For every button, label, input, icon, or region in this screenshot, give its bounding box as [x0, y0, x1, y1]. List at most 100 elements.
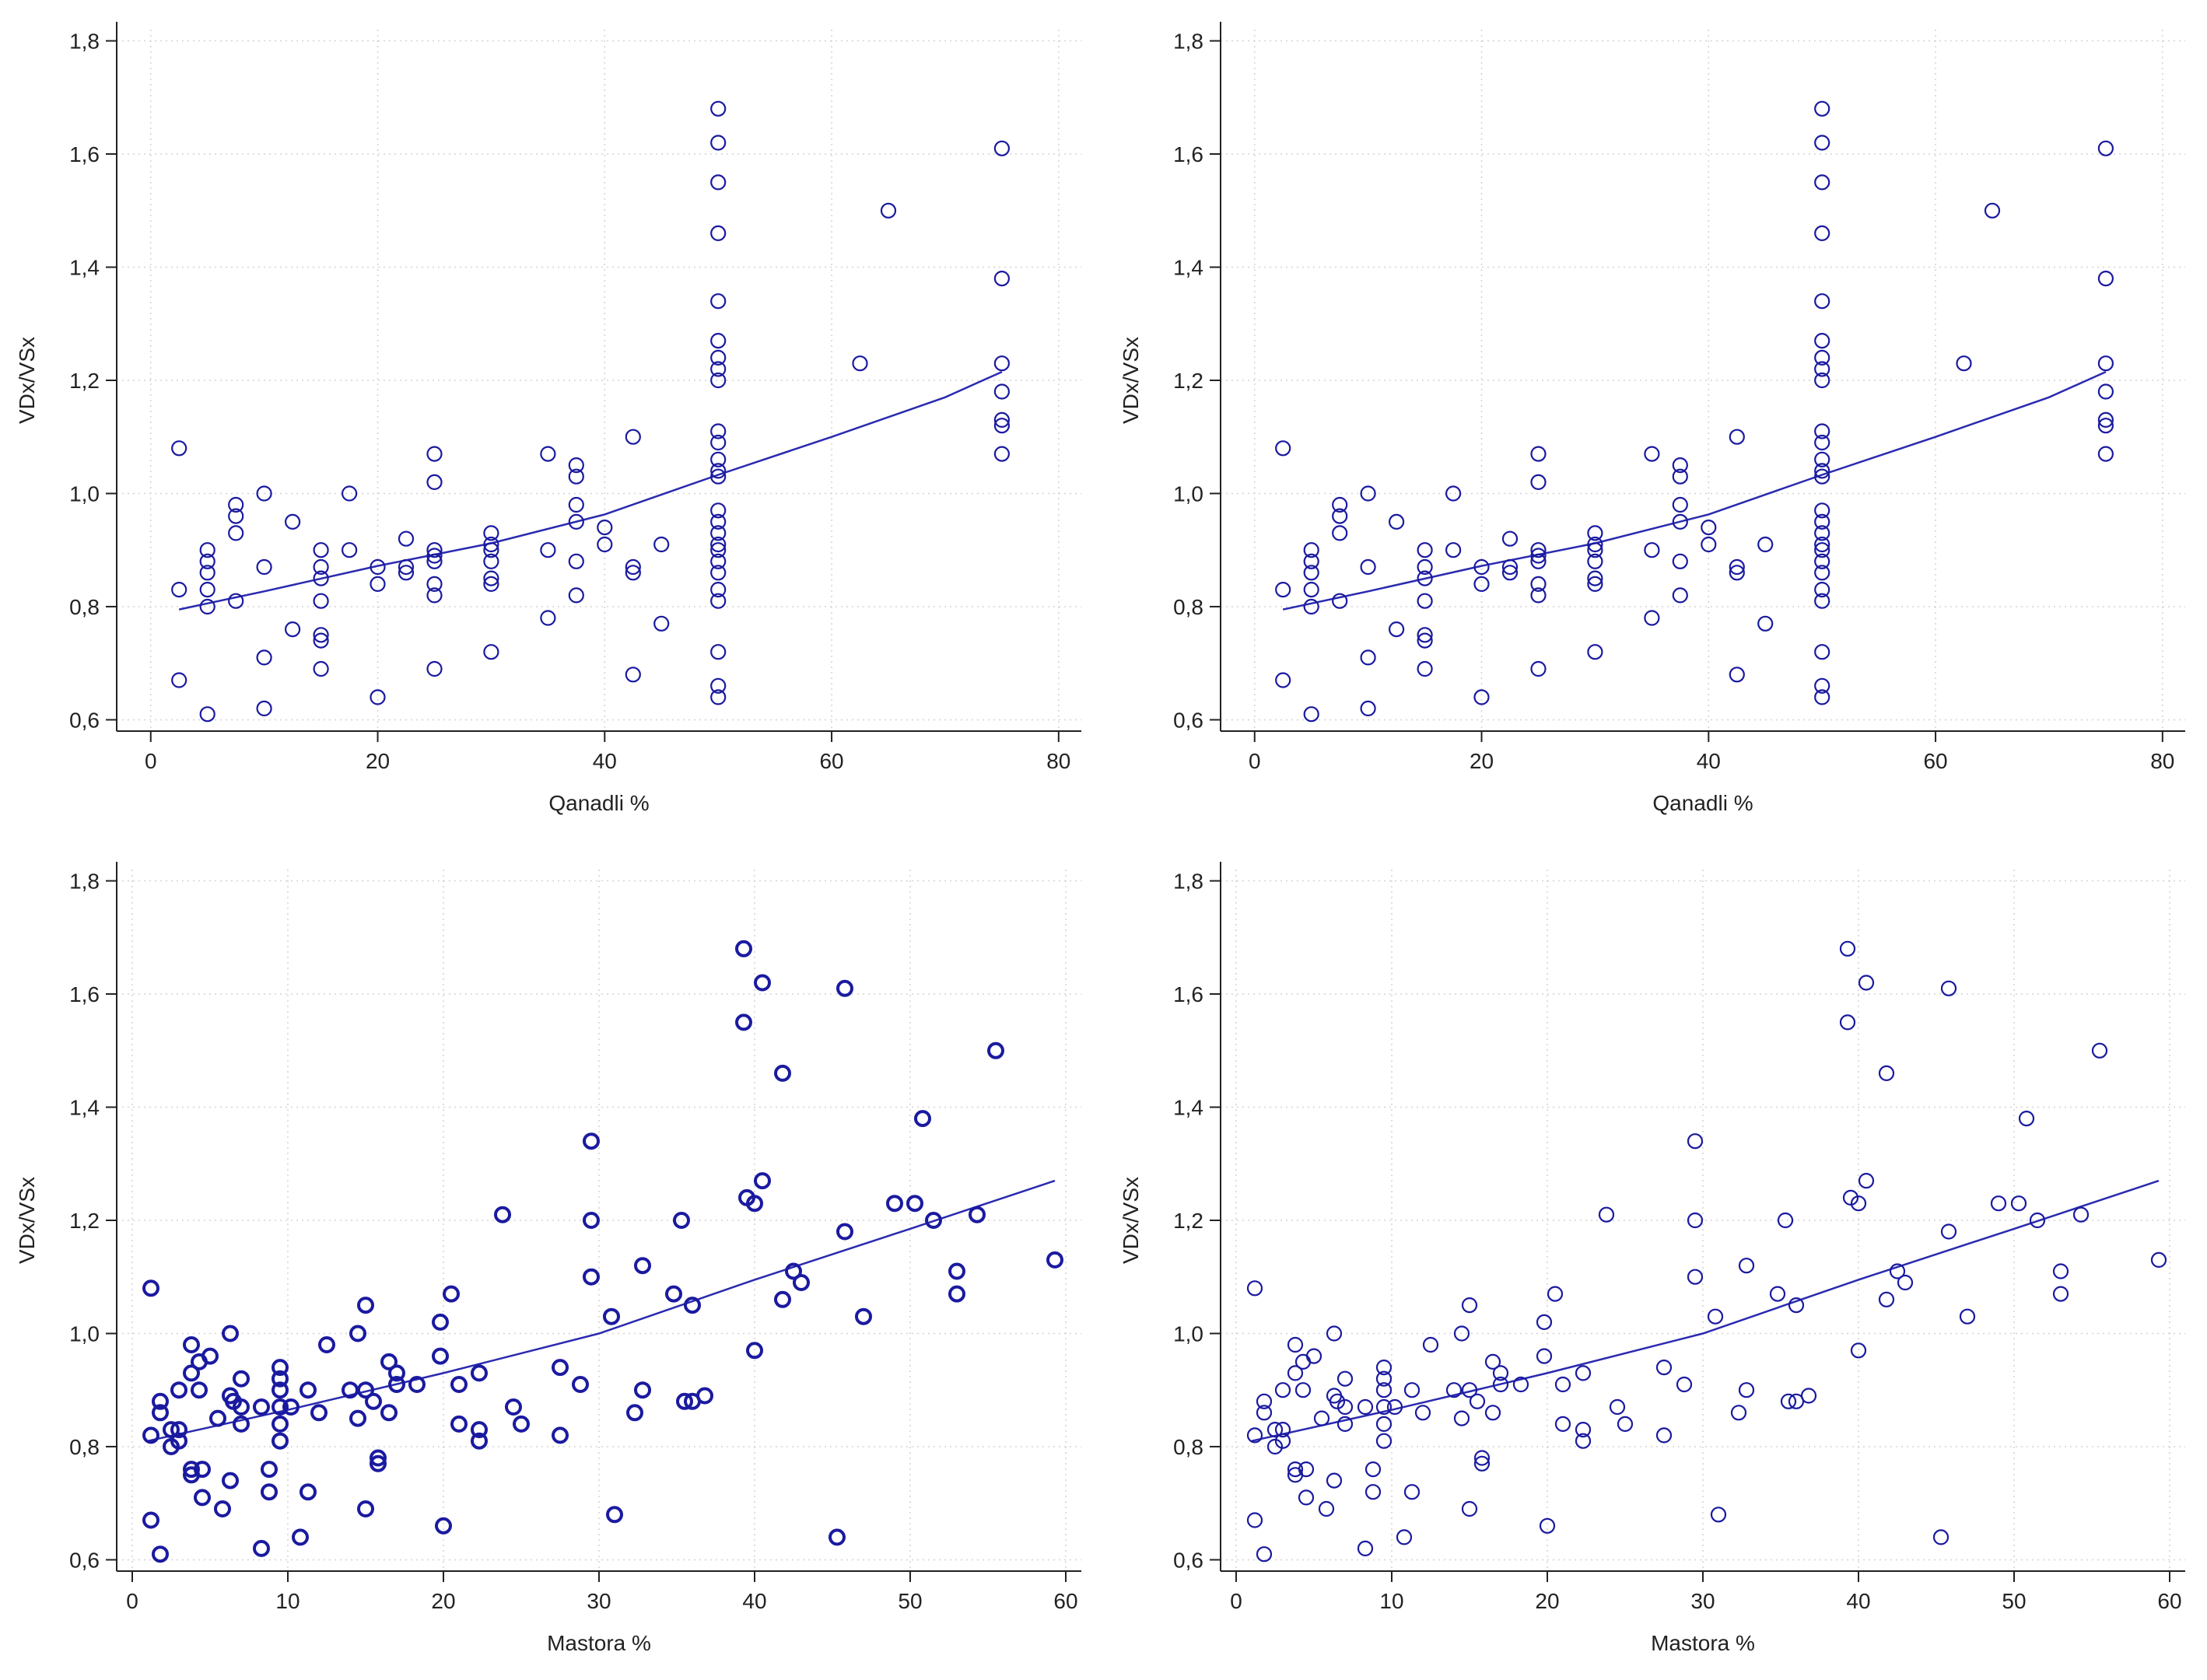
data-point: [271, 1381, 289, 1399]
regression-line: [178, 370, 1003, 611]
data-point: [1617, 1416, 1634, 1433]
data-point: [676, 1392, 693, 1410]
data-point: [1417, 660, 1433, 677]
data-point: [710, 593, 727, 609]
y-axis-title: VDx/VSx: [15, 337, 39, 424]
x-tick-label: 10: [1379, 1589, 1403, 1613]
data-point: [855, 1307, 872, 1325]
data-point: [1814, 225, 1830, 241]
data-point: [1473, 558, 1490, 576]
x-tick-label: 10: [275, 1589, 300, 1613]
data-point: [471, 1421, 488, 1439]
data-point: [1303, 553, 1319, 569]
data-point: [1246, 1512, 1263, 1528]
data-point: [1850, 1195, 1867, 1212]
data-point: [1575, 1421, 1592, 1438]
data-point: [1375, 1370, 1393, 1387]
data-point: [228, 593, 244, 609]
data-point: [2010, 1195, 2027, 1212]
data-point: [1046, 1251, 1063, 1269]
data-point: [199, 598, 215, 615]
data-point: [171, 440, 187, 457]
data-point: [710, 423, 727, 439]
data-point: [426, 542, 443, 558]
data-point: [1473, 1455, 1491, 1472]
data-point: [1274, 1382, 1291, 1398]
data-point: [1729, 667, 1745, 683]
data-point: [1814, 372, 1830, 389]
data-point: [568, 496, 584, 513]
data-point: [880, 202, 897, 219]
data-point: [746, 1342, 763, 1360]
data-point: [483, 644, 499, 660]
scatter-panel-mastora-left: 0 10 20 30 40 50 60 0,6 0,8 1,0 1,2 1,4 1,6 1,8 Mastor…: [15, 862, 1081, 1655]
y-tick-label: 1,2: [69, 369, 100, 393]
data-point: [1539, 1517, 1556, 1534]
data-point: [1275, 581, 1291, 598]
data-point: [1246, 1427, 1263, 1444]
data-point: [1357, 1398, 1374, 1416]
y-tick-label: 1,2: [69, 1209, 100, 1233]
data-point: [1305, 1348, 1322, 1364]
y-tick-label: 1,0: [1173, 481, 1203, 506]
y-axis-title: VDx/VSx: [1119, 337, 1143, 424]
data-point: [1777, 1212, 1794, 1229]
data-point: [1609, 1398, 1626, 1416]
y-tick-label: 1,8: [1173, 870, 1203, 894]
data-point: [1701, 519, 1717, 536]
data-point: [471, 1432, 488, 1450]
data-point: [1575, 1433, 1592, 1449]
data-point: [398, 558, 415, 576]
data-point: [426, 548, 443, 564]
data-point: [696, 1387, 713, 1405]
data-point: [540, 542, 556, 558]
data-point: [1445, 542, 1462, 558]
data-point: [1256, 1393, 1273, 1409]
data-point: [948, 1285, 965, 1303]
data-point: [1701, 536, 1717, 553]
data-point: [2052, 1263, 2069, 1279]
data-point: [505, 1398, 522, 1416]
data-point: [318, 1336, 335, 1353]
x-axis-title: Qanadli %: [548, 791, 649, 815]
data-point: [625, 558, 641, 576]
data-point: [1672, 496, 1688, 513]
data-point: [625, 429, 641, 445]
y-tick-label: 1,4: [69, 1096, 100, 1120]
regression-line: [1282, 370, 2107, 611]
data-point: [568, 513, 584, 530]
data-point: [1360, 485, 1376, 502]
data-point: [1530, 548, 1547, 564]
data-point: [1814, 565, 1830, 581]
data-point: [342, 542, 358, 558]
data-point: [1396, 1529, 1413, 1545]
data-point: [735, 940, 752, 957]
data-point: [684, 1297, 701, 1314]
data-point: [1729, 565, 1745, 581]
data-point: [388, 1364, 405, 1382]
data-point: [1313, 1410, 1330, 1426]
data-point: [1445, 1382, 1463, 1398]
data-point: [1672, 513, 1688, 530]
data-point: [199, 706, 215, 723]
data-point: [754, 974, 771, 992]
data-point: [271, 1370, 289, 1388]
x-tick-label: 20: [431, 1589, 455, 1613]
data-point: [1453, 1410, 1470, 1426]
data-point: [256, 558, 272, 576]
scatter-panel-qanadli-left: 0 20 40 60 80 0,6 0,8 1,0 1,2 1,4 1,6 1,8 Qanadli % V…: [15, 22, 1081, 815]
data-point: [1417, 542, 1433, 558]
y-tick-label: 1,0: [69, 481, 100, 506]
data-point: [568, 587, 584, 604]
data-point: [1940, 1223, 1957, 1240]
data-point: [1990, 1195, 2007, 1212]
data-point: [426, 576, 443, 593]
data-point: [836, 979, 853, 997]
x-tick-label: 0: [145, 749, 157, 773]
data-point: [1687, 1133, 1704, 1150]
data-point: [1484, 1405, 1501, 1421]
data-point: [1492, 1376, 1509, 1393]
data-point: [993, 411, 1011, 429]
data-point: [993, 383, 1011, 400]
